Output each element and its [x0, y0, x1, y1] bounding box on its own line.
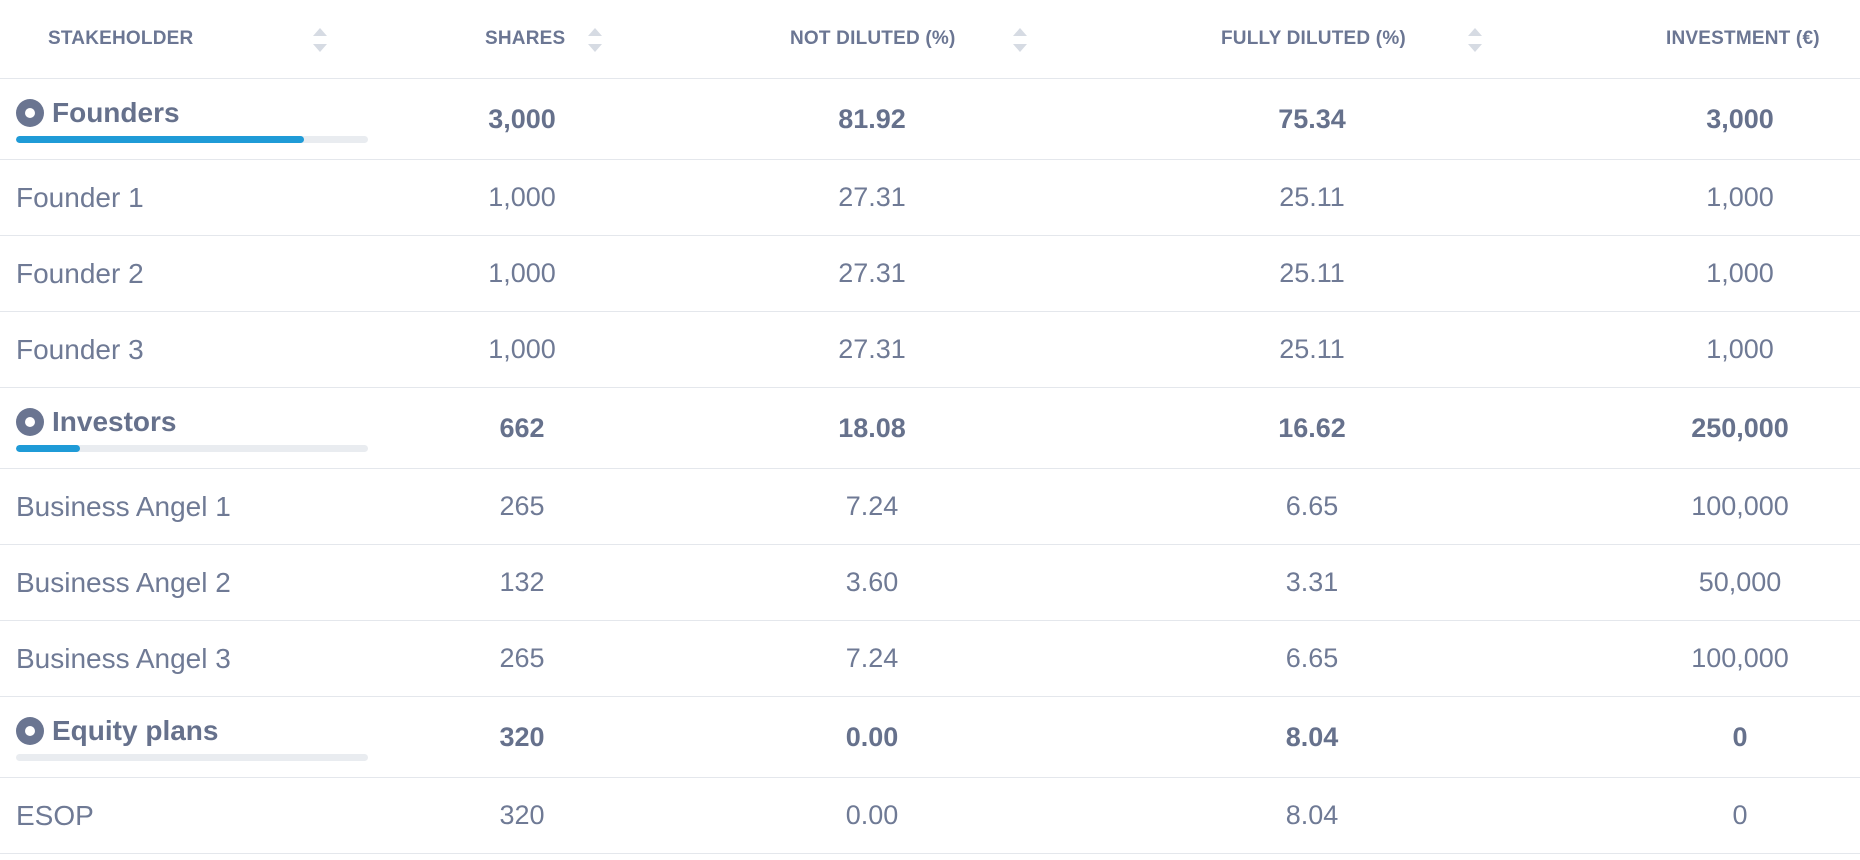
investment-cell: 1,000 [1706, 334, 1774, 364]
not-diluted-cell: 81.92 [838, 103, 906, 134]
ownership-bar [16, 136, 368, 143]
investment-cell: 0 [1732, 721, 1748, 752]
stakeholder-name: Founder 1 [16, 181, 144, 213]
sort-stakeholder-icon[interactable] [313, 28, 327, 52]
stakeholder-name: ESOP [16, 799, 94, 831]
fully-diluted-cell: 8.04 [1285, 800, 1339, 830]
not-diluted-cell: 27.31 [838, 182, 906, 212]
shares-cell: 320 [499, 721, 545, 752]
not-diluted-cell: 27.31 [838, 334, 906, 364]
group-row[interactable]: Founders 3,000 81.92 75.34 3,000 [0, 79, 1860, 160]
stakeholder-name: Founder 2 [16, 257, 144, 289]
group-row[interactable]: Equity plans 320 0.00 8.04 0 [0, 697, 1860, 778]
group-name[interactable]: Founders [16, 97, 180, 129]
fully-diluted-cell: 8.04 [1285, 721, 1339, 752]
stakeholder-name: Business Angel 3 [16, 642, 231, 674]
not-diluted-cell: 3.60 [845, 567, 899, 597]
shares-cell: 265 [499, 491, 545, 521]
col-header-stakeholder[interactable]: STAKEHOLDER [48, 28, 194, 49]
fully-diluted-cell: 16.62 [1278, 412, 1346, 443]
investment-cell: 1,000 [1706, 182, 1774, 212]
table-row: Founder 1 1,000 27.31 25.11 1,000 [0, 160, 1860, 236]
group-toggle-icon[interactable] [16, 99, 44, 127]
col-header-fully-diluted[interactable]: FULLY DILUTED (%) [1221, 28, 1406, 49]
ownership-bar-fill [16, 445, 80, 452]
group-row[interactable]: Investors 662 18.08 16.62 250,000 [0, 388, 1860, 469]
stakeholder-name: Founder 3 [16, 333, 144, 365]
group-toggle-icon[interactable] [16, 408, 44, 436]
col-header-investment[interactable]: INVESTMENT (€) [1666, 28, 1820, 49]
investment-cell: 100,000 [1691, 643, 1789, 673]
shares-cell: 3,000 [488, 103, 556, 134]
ownership-bar-fill [16, 136, 305, 143]
not-diluted-cell: 7.24 [845, 643, 899, 673]
sort-not-diluted-icon[interactable] [1013, 28, 1027, 52]
group-label: Equity plans [52, 715, 219, 746]
fully-diluted-cell: 6.65 [1285, 491, 1339, 521]
sort-fully-diluted-icon[interactable] [1468, 28, 1482, 52]
shares-cell: 1,000 [488, 182, 556, 212]
shares-cell: 265 [499, 643, 545, 673]
stakeholder-name: Business Angel 1 [16, 490, 231, 522]
not-diluted-cell: 7.24 [845, 491, 899, 521]
not-diluted-cell: 0.00 [845, 721, 899, 752]
group-toggle-icon[interactable] [16, 717, 44, 745]
fully-diluted-cell: 25.11 [1279, 182, 1345, 212]
group-name[interactable]: Investors [16, 406, 177, 438]
group-label: Investors [52, 406, 177, 437]
shares-cell: 132 [499, 567, 545, 597]
not-diluted-cell: 0.00 [845, 800, 899, 830]
investment-cell: 1,000 [1706, 258, 1774, 288]
fully-diluted-cell: 25.11 [1279, 334, 1345, 364]
shares-cell: 1,000 [488, 258, 556, 288]
table-header: STAKEHOLDER SHARES NOT DILUTED (%) FULLY… [0, 0, 1860, 79]
sort-shares-icon[interactable] [588, 28, 602, 52]
fully-diluted-cell: 3.31 [1285, 567, 1339, 597]
table-row: Business Angel 1 265 7.24 6.65 100,000 [0, 469, 1860, 545]
investment-cell: 250,000 [1691, 412, 1789, 443]
shares-cell: 320 [499, 800, 545, 830]
ownership-bar [16, 445, 368, 452]
fully-diluted-cell: 25.11 [1279, 258, 1345, 288]
col-header-shares[interactable]: SHARES [485, 28, 566, 49]
investment-cell: 50,000 [1698, 567, 1782, 597]
investment-cell: 0 [1732, 800, 1748, 830]
not-diluted-cell: 18.08 [838, 412, 906, 443]
investment-cell: 100,000 [1691, 491, 1789, 521]
group-name[interactable]: Equity plans [16, 715, 218, 747]
table-row: Business Angel 2 132 3.60 3.31 50,000 [0, 545, 1860, 621]
table-row: Business Angel 3 265 7.24 6.65 100,000 [0, 621, 1860, 697]
col-header-not-diluted[interactable]: NOT DILUTED (%) [790, 28, 956, 49]
investment-cell: 3,000 [1706, 103, 1774, 134]
table-row: Founder 2 1,000 27.31 25.11 1,000 [0, 236, 1860, 312]
shares-cell: 1,000 [488, 334, 556, 364]
group-label: Founders [52, 97, 180, 128]
shares-cell: 662 [499, 412, 545, 443]
not-diluted-cell: 27.31 [838, 258, 906, 288]
ownership-bar [16, 754, 368, 761]
table-row: Founder 3 1,000 27.31 25.11 1,000 [0, 312, 1860, 388]
stakeholder-name: Business Angel 2 [16, 566, 231, 598]
fully-diluted-cell: 75.34 [1278, 103, 1346, 134]
table-body: Founders 3,000 81.92 75.34 3,000 Founder 1 1,0… [0, 79, 1860, 854]
fully-diluted-cell: 6.65 [1285, 643, 1339, 673]
table-row: ESOP 320 0.00 8.04 0 [0, 778, 1860, 854]
